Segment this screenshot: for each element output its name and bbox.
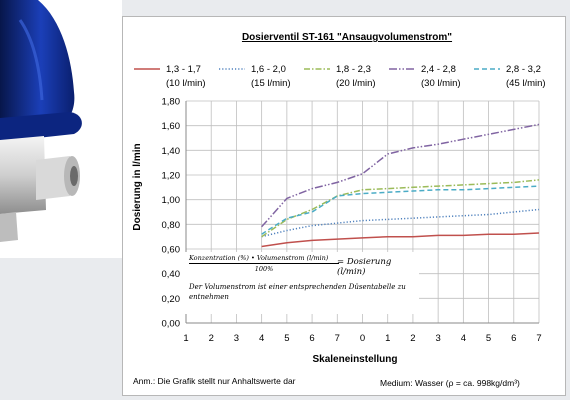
y-tick-label: 0,20 bbox=[162, 294, 181, 305]
y-tick-labels: 0,00 0,20 0,40 0,60 0,80 1,00 1,20 1,40 1,60 1,80 bbox=[162, 97, 181, 330]
formula-box: Konzentration (%) • Volumenstrom (l/min)… bbox=[185, 252, 419, 314]
x-axis-label: Skaleneinstellung bbox=[312, 354, 397, 365]
series-line-4 bbox=[261, 123, 540, 228]
x-tick-label: 4 bbox=[461, 333, 466, 344]
chart-title: Dosierventil ST-161 "Ansaugvolumenstrom" bbox=[242, 32, 452, 43]
medium-note: Medium: Wasser (ρ = ca. 998kg/dm³) bbox=[380, 378, 520, 388]
y-axis-label: Dosierung in l/min bbox=[132, 143, 143, 230]
legend-label: 2,8 - 3,2 bbox=[506, 64, 541, 75]
x-tick-label: 3 bbox=[435, 333, 440, 344]
y-tick-label: 1,60 bbox=[162, 121, 181, 132]
x-tick-label: 7 bbox=[536, 333, 541, 344]
legend: 1,3 - 1,7 (10 l/min) 1,6 - 2,0 (15 l/min) 1,… bbox=[134, 64, 546, 89]
x-tick-label: 7 bbox=[335, 333, 340, 344]
x-tick-label: 4 bbox=[259, 333, 264, 344]
y-tick-label: 0,00 bbox=[162, 319, 181, 330]
legend-label: 1,3 - 1,7 bbox=[166, 64, 201, 75]
series-line-5 bbox=[261, 185, 540, 235]
y-tick-label: 0,60 bbox=[162, 245, 181, 256]
x-tick-label: 2 bbox=[410, 333, 415, 344]
legend-sublabel: (20 l/min) bbox=[336, 78, 376, 89]
x-tick-labels: 1 2 3 4 5 6 7 0 1 2 3 4 5 6 7 bbox=[183, 333, 541, 344]
x-tick-label: 6 bbox=[309, 333, 314, 344]
legend-sublabel: (45 l/min) bbox=[506, 78, 546, 89]
formula-denominator: 100% bbox=[254, 265, 274, 273]
legend-label: 2,4 - 2,8 bbox=[421, 64, 456, 75]
y-tick-label: 0,80 bbox=[162, 220, 181, 231]
valve-illustration bbox=[0, 0, 82, 242]
product-photo bbox=[0, 0, 122, 258]
legend-sublabel: (30 l/min) bbox=[421, 78, 461, 89]
y-tick-label: 1,20 bbox=[162, 171, 181, 182]
formula-note: Der Volumenstrom ist einer entsprechende… bbox=[189, 283, 406, 301]
y-tick-label: 1,40 bbox=[162, 146, 181, 157]
series-line-1 bbox=[261, 232, 540, 248]
x-tick-label: 5 bbox=[284, 333, 289, 344]
formula-numerator: Konzentration (%) • Volumenstrom (l/min) bbox=[189, 254, 339, 264]
x-tick-label: 6 bbox=[511, 333, 516, 344]
series-layer bbox=[261, 123, 540, 248]
chart-panel bbox=[122, 16, 566, 396]
y-tick-label: 0,40 bbox=[162, 269, 181, 280]
x-tick-label: 0 bbox=[360, 333, 365, 344]
x-tick-label: 3 bbox=[234, 333, 239, 344]
legend-label: 1,6 - 2,0 bbox=[251, 64, 286, 75]
x-tick-label: 1 bbox=[183, 333, 188, 344]
series-line-3 bbox=[261, 179, 540, 238]
y-tick-label: 1,00 bbox=[162, 195, 181, 206]
x-tick-label: 2 bbox=[209, 333, 214, 344]
legend-label: 1,8 - 2,3 bbox=[336, 64, 371, 75]
y-tick-label: 1,80 bbox=[162, 97, 181, 108]
x-tick-label: 5 bbox=[486, 333, 491, 344]
x-tick-label: 1 bbox=[385, 333, 390, 344]
formula-result: = Dosierung (l/min) bbox=[337, 257, 392, 277]
legend-sublabel: (10 l/min) bbox=[166, 78, 206, 89]
legend-sublabel: (15 l/min) bbox=[251, 78, 291, 89]
footnote: Anm.: Die Grafik stellt nur Anhaltswerte… bbox=[133, 376, 296, 386]
